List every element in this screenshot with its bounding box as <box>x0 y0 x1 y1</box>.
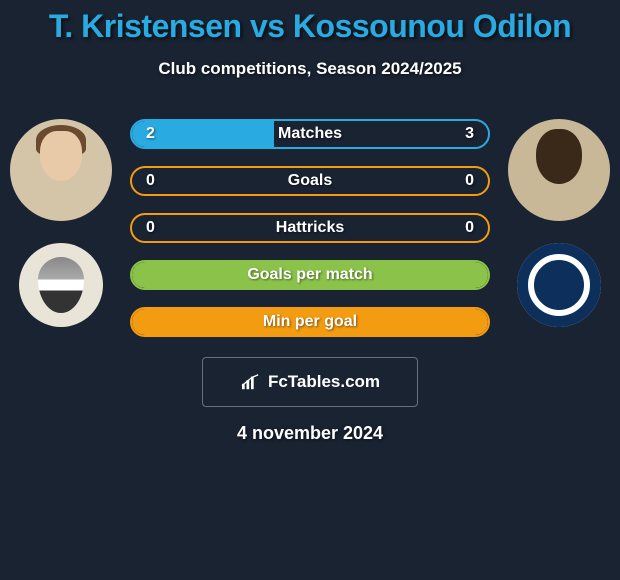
stat-row-min-per-goal: Min per goal <box>130 307 490 337</box>
stat-label: Matches <box>278 125 342 143</box>
team2-crest <box>517 243 601 327</box>
comparison-card: T. Kristensen vs Kossounou Odilon Club c… <box>0 0 620 452</box>
stat-row-matches: 2 Matches 3 <box>130 119 490 149</box>
main-row: 2 Matches 3 0 Goals 0 0 Hattricks 0 Goals per mat… <box>0 119 620 337</box>
stat-value-right: 0 <box>465 172 474 190</box>
stat-label: Hattricks <box>276 219 344 237</box>
team1-crest <box>19 243 103 327</box>
stat-row-goals: 0 Goals 0 <box>130 166 490 196</box>
stat-label: Goals per match <box>247 266 372 284</box>
player2-avatar <box>508 119 610 221</box>
stat-value-right: 3 <box>465 125 474 143</box>
stat-value-right: 0 <box>465 219 474 237</box>
stat-label: Goals <box>288 172 332 190</box>
stat-row-hattricks: 0 Hattricks 0 <box>130 213 490 243</box>
stat-label: Min per goal <box>263 313 357 331</box>
subtitle: Club competitions, Season 2024/2025 <box>0 59 620 79</box>
player1-avatar <box>10 119 112 221</box>
left-side <box>10 119 112 327</box>
right-side <box>508 119 610 327</box>
stat-value-left: 2 <box>146 125 155 143</box>
stats-column: 2 Matches 3 0 Goals 0 0 Hattricks 0 Goals per mat… <box>130 119 490 337</box>
date-text: 4 november 2024 <box>0 423 620 444</box>
site-logo: FcTables.com <box>202 357 418 407</box>
stat-value-left: 0 <box>146 219 155 237</box>
stat-value-left: 0 <box>146 172 155 190</box>
site-logo-text: FcTables.com <box>268 372 380 392</box>
stat-row-goals-per-match: Goals per match <box>130 260 490 290</box>
bar-chart-icon <box>240 373 262 391</box>
page-title: T. Kristensen vs Kossounou Odilon <box>0 8 620 45</box>
